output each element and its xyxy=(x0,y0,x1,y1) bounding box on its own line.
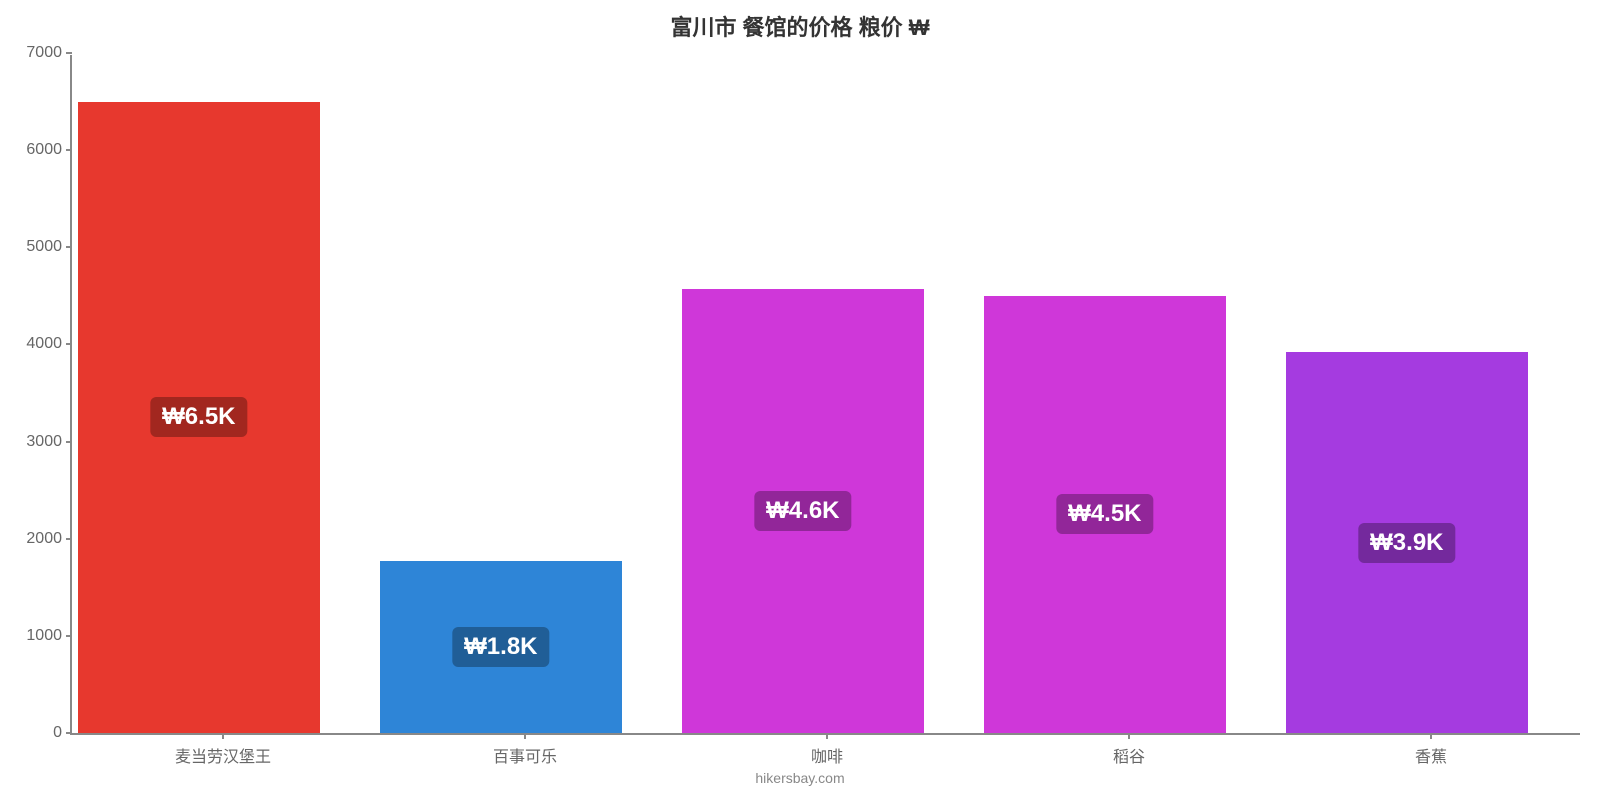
x-axis-tick-mark xyxy=(1430,733,1432,739)
plot-area: 01000200030004000500060007000麦当劳汉堡王₩6.5K… xyxy=(70,55,1580,735)
y-axis-tick-mark xyxy=(66,149,72,151)
x-axis-tick-label: 咖啡 xyxy=(811,743,843,767)
y-axis-tick-label: 3000 xyxy=(26,433,62,451)
y-axis-tick-mark xyxy=(66,635,72,637)
y-axis-tick-label: 7000 xyxy=(26,44,62,62)
x-axis-tick-mark xyxy=(1128,733,1130,739)
x-axis-tick-label: 香蕉 xyxy=(1415,743,1447,767)
x-axis-tick-label: 稻谷 xyxy=(1113,743,1145,767)
y-axis-tick-mark xyxy=(66,52,72,54)
chart-title: 富川市 餐馆的价格 粮价 ₩ xyxy=(0,10,1600,42)
y-axis-tick-label: 6000 xyxy=(26,141,62,159)
y-axis-tick-mark xyxy=(66,343,72,345)
price-bar: ₩4.5K xyxy=(984,296,1226,733)
x-axis-tick-label: 百事可乐 xyxy=(493,743,557,767)
bar-value-label: ₩6.5K xyxy=(150,397,247,437)
x-axis-tick-mark xyxy=(222,733,224,739)
y-axis-tick-label: 5000 xyxy=(26,238,62,256)
bar-value-label: ₩1.8K xyxy=(452,627,549,667)
x-axis-tick-label: 麦当劳汉堡王 xyxy=(175,743,271,767)
y-axis-tick-label: 0 xyxy=(53,724,62,742)
y-axis-tick-mark xyxy=(66,538,72,540)
y-axis-tick-mark xyxy=(66,246,72,248)
y-axis-tick-label: 1000 xyxy=(26,627,62,645)
price-bar-chart: 富川市 餐馆的价格 粮价 ₩ 0100020003000400050006000… xyxy=(0,0,1600,800)
y-axis-tick-mark xyxy=(66,441,72,443)
y-axis-tick-mark xyxy=(66,732,72,734)
bar-value-label: ₩4.5K xyxy=(1056,494,1153,534)
bar-value-label: ₩3.9K xyxy=(1358,523,1455,563)
y-axis-tick-label: 2000 xyxy=(26,530,62,548)
bar-value-label: ₩4.6K xyxy=(754,491,851,531)
price-bar: ₩4.6K xyxy=(682,289,924,733)
price-bar: ₩3.9K xyxy=(1286,352,1528,733)
price-bar: ₩6.5K xyxy=(78,102,320,733)
price-bar: ₩1.8K xyxy=(380,561,622,733)
chart-caption: hikersbay.com xyxy=(0,770,1600,786)
y-axis-tick-label: 4000 xyxy=(26,335,62,353)
x-axis-tick-mark xyxy=(826,733,828,739)
x-axis-tick-mark xyxy=(524,733,526,739)
